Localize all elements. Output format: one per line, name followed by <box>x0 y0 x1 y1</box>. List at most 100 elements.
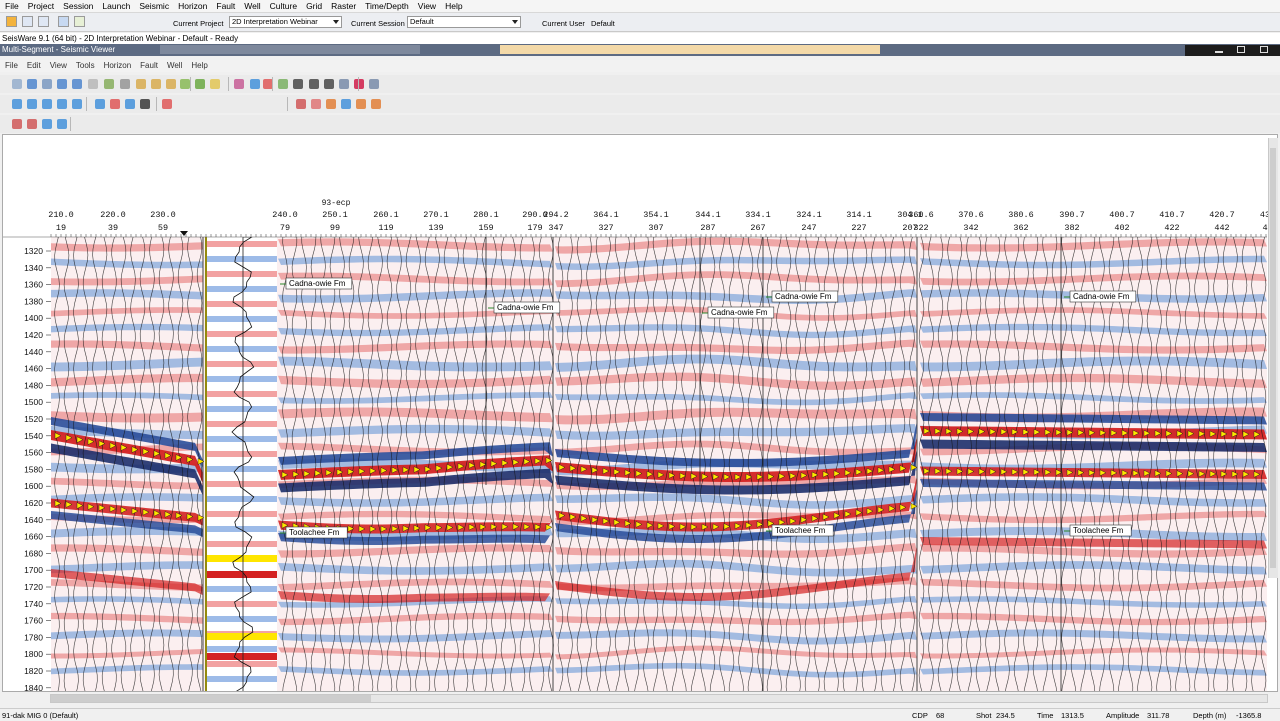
menu-fault[interactable]: Fault <box>216 1 236 11</box>
toolbar-tool-icon[interactable] <box>309 79 319 89</box>
toolbar-tool-icon[interactable] <box>12 99 22 109</box>
toolbar-tool-icon[interactable] <box>356 99 366 109</box>
toolbar-tool-icon[interactable] <box>42 79 52 89</box>
menu-time-depth[interactable]: Time/Depth <box>365 1 409 11</box>
viewer-menu-fault[interactable]: Fault <box>140 61 158 70</box>
toolbar-tool-icon[interactable] <box>42 119 52 129</box>
seismic-canvas[interactable]: Caladan North 1Caladan North 1Caladan 4C… <box>3 135 1278 692</box>
viewer-menu-edit[interactable]: Edit <box>26 61 41 70</box>
toolbar-tool-icon[interactable] <box>151 79 161 89</box>
menu-well[interactable]: Well <box>244 1 261 11</box>
toolbar-tool-icon[interactable] <box>12 79 22 89</box>
toolbar-tool-icon[interactable] <box>263 79 273 89</box>
toolbar-tool-icon[interactable] <box>278 79 288 89</box>
menu-raster[interactable]: Raster <box>331 1 357 11</box>
menu-culture[interactable]: Culture <box>269 1 298 11</box>
viewer-menu-file[interactable]: File <box>5 61 18 70</box>
current-session-select[interactable]: Default <box>407 16 521 28</box>
viewer-menu-view[interactable]: View <box>49 61 67 70</box>
viewer-menu-horizon[interactable]: Horizon <box>103 61 132 70</box>
toolbar-tool-icon[interactable] <box>210 79 220 89</box>
toolbar-tool-icon[interactable] <box>120 79 130 89</box>
toolbar-tool-icon[interactable] <box>180 79 190 89</box>
shot-tick-label: 159 <box>478 223 493 233</box>
menu-file[interactable]: File <box>5 1 19 11</box>
maximize-icon[interactable] <box>1237 46 1245 53</box>
current-project-select[interactable]: 2D Interpretation Webinar <box>229 16 342 28</box>
horizon-pick <box>989 428 997 436</box>
toolbar-tool-icon[interactable] <box>104 79 114 89</box>
toolbar-tool-icon[interactable] <box>369 79 379 89</box>
new-file-icon[interactable] <box>22 16 33 27</box>
toolbar-tool-icon[interactable] <box>166 79 176 89</box>
toolbar-tool-icon[interactable] <box>42 99 52 109</box>
horizon-pick <box>1088 469 1096 477</box>
app-logo-icon[interactable] <box>6 16 17 27</box>
toolbar-tool-icon[interactable] <box>27 99 37 109</box>
toolbar-tool-icon[interactable] <box>195 79 205 89</box>
toolbar-tool-icon[interactable] <box>162 99 172 109</box>
menu-help[interactable]: Help <box>445 1 463 11</box>
toolbar-tool-icon[interactable] <box>234 79 244 89</box>
viewer-menu-well[interactable]: Well <box>166 61 183 70</box>
toolbar-tool-icon[interactable] <box>57 79 67 89</box>
toolbar-tool-icon[interactable] <box>88 79 98 89</box>
wiggle-trace <box>576 236 583 691</box>
horizon-pick <box>292 470 300 478</box>
toolbar-tool-icon[interactable] <box>354 79 364 89</box>
refresh-icon[interactable] <box>58 16 69 27</box>
toolbar-tool-icon[interactable] <box>125 99 135 109</box>
help-icon[interactable] <box>74 16 85 27</box>
save-icon[interactable] <box>38 16 49 27</box>
seismic-section-view[interactable]: Caladan North 1Caladan North 1Caladan 4C… <box>2 134 1278 692</box>
horizontal-scroll-thumb[interactable] <box>51 695 371 702</box>
viewer-menu-tools[interactable]: Tools <box>75 61 95 70</box>
toolbar-tool-icon[interactable] <box>296 99 306 109</box>
toolbar-separator <box>287 97 288 111</box>
toolbar-tool-icon[interactable] <box>110 99 120 109</box>
minimize-icon[interactable] <box>1215 51 1223 53</box>
shot-tick-label: 247 <box>801 223 816 233</box>
depth-tick-label: 1660 <box>24 532 43 542</box>
toolbar-tool-icon[interactable] <box>326 99 336 109</box>
toolbar-tool-icon[interactable] <box>27 119 37 129</box>
menu-grid[interactable]: Grid <box>306 1 323 11</box>
menu-launch[interactable]: Launch <box>102 1 131 11</box>
horizontal-scrollbar[interactable] <box>50 694 1268 703</box>
toolbar-tool-icon[interactable] <box>12 119 22 129</box>
toolbar-tool-icon[interactable] <box>371 99 381 109</box>
menu-seismic[interactable]: Seismic <box>139 1 170 11</box>
toolbar-tool-icon[interactable] <box>341 99 351 109</box>
toolbar-tool-icon[interactable] <box>140 99 150 109</box>
vertical-scroll-thumb[interactable] <box>1270 148 1276 568</box>
cdp-tick-label: 370.6 <box>958 210 984 220</box>
toolbar-tool-icon[interactable] <box>339 79 349 89</box>
menu-session[interactable]: Session <box>63 1 94 11</box>
toolbar-tool-icon[interactable] <box>136 79 146 89</box>
toolbar-tool-icon[interactable] <box>27 79 37 89</box>
synthetic-column <box>207 237 277 691</box>
toolbar-tool-icon[interactable] <box>324 79 334 89</box>
wiggle-trace <box>377 236 383 691</box>
horizon-pick <box>558 512 566 519</box>
menu-horizon[interactable]: Horizon <box>178 1 208 11</box>
status-shot-value: 234.5 <box>996 711 1015 720</box>
toolbar-tool-icon[interactable] <box>57 99 67 109</box>
toolbar-tool-icon[interactable] <box>95 99 105 109</box>
synthetic-band <box>207 601 277 607</box>
toolbar-tool-icon[interactable] <box>293 79 303 89</box>
menu-view[interactable]: View <box>417 1 437 11</box>
shot-tick-label: 342 <box>963 223 978 233</box>
toolbar-tool-icon[interactable] <box>250 79 260 89</box>
vertical-scrollbar[interactable] <box>1268 138 1278 578</box>
status-cdp-value: 68 <box>936 711 945 720</box>
horizon-pick <box>591 466 599 474</box>
menu-project[interactable]: Project <box>27 1 55 11</box>
wiggle-trace <box>690 236 697 691</box>
toolbar-tool-icon[interactable] <box>57 119 67 129</box>
toolbar-tool-icon[interactable] <box>72 99 82 109</box>
viewer-menu-help[interactable]: Help <box>191 61 208 70</box>
toolbar-tool-icon[interactable] <box>72 79 82 89</box>
close-icon[interactable] <box>1260 46 1268 53</box>
toolbar-tool-icon[interactable] <box>311 99 321 109</box>
